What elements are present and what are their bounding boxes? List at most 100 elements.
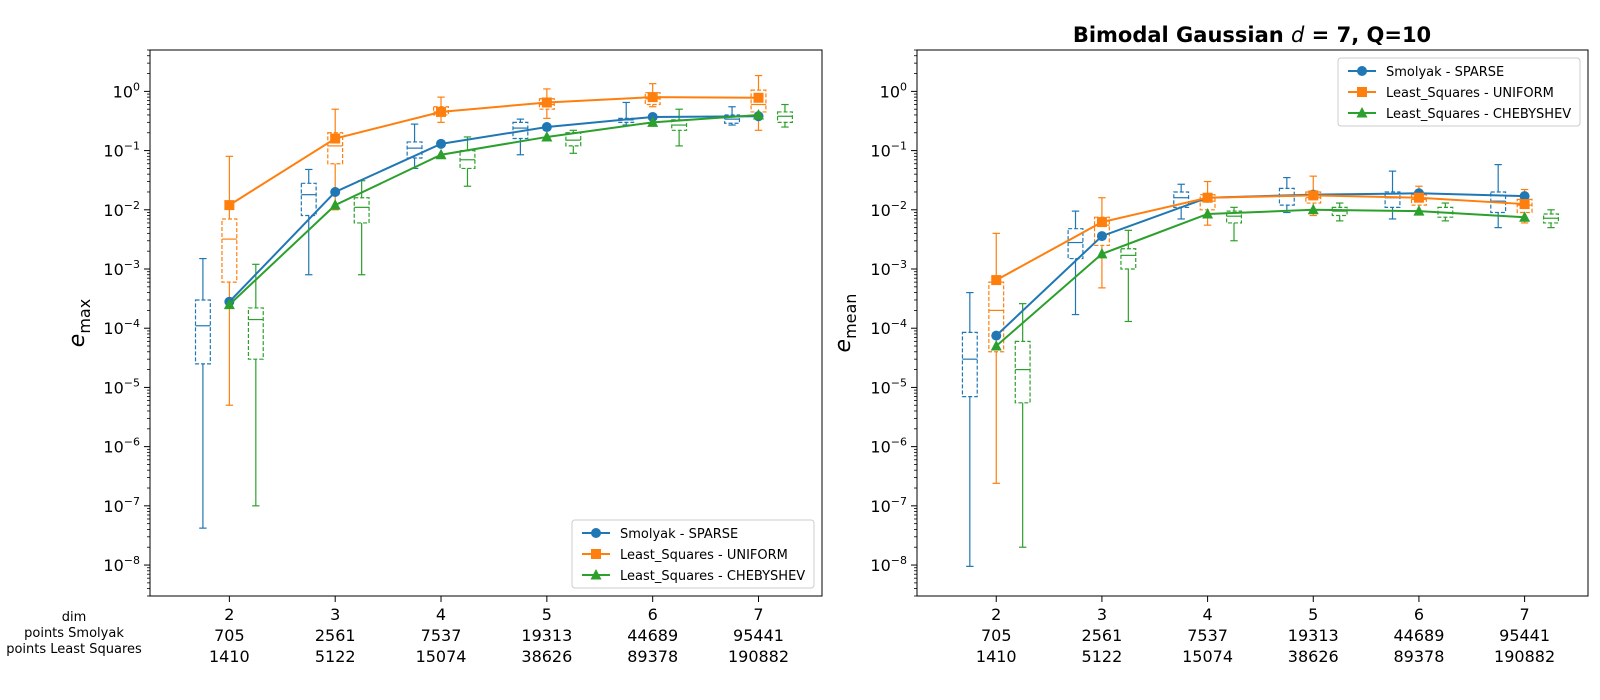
box-body xyxy=(300,182,317,217)
y-tick-label: 10−3 xyxy=(870,258,907,279)
x-tick-label-dim: 3 xyxy=(330,605,340,624)
data-point-triangle xyxy=(223,298,235,310)
emax-plot-panel: 100 10−1 10−2 10−3 10−4 10−5 10−6 10−7 10−8 2 705 1… xyxy=(65,49,823,666)
box-body xyxy=(961,331,978,398)
y-tick-label: 10−6 xyxy=(103,436,140,457)
x-tick-label-points-smolyak: 19313 xyxy=(1288,626,1339,645)
box-body xyxy=(512,121,529,140)
y-tick-label: 10−3 xyxy=(103,258,140,279)
plot-frame xyxy=(916,49,1589,597)
data-point-square xyxy=(591,549,601,559)
x-tick-label-points-least-squares: 5122 xyxy=(1082,647,1123,666)
box-body xyxy=(776,111,793,123)
x-tick-label-points-smolyak: 2561 xyxy=(315,626,356,645)
legend-label: Smolyak - SPARSE xyxy=(620,527,738,542)
y-tick-label: 10−6 xyxy=(870,436,907,457)
data-point-triangle xyxy=(329,199,341,210)
y-tick-label: 100 xyxy=(113,80,140,101)
y-axis-label: emean xyxy=(831,294,860,353)
data-point-circle xyxy=(1096,231,1107,242)
box-body xyxy=(1226,210,1243,224)
data-point-circle xyxy=(1519,191,1530,202)
x-tick-label-dim: 2 xyxy=(991,605,1001,624)
y-tick-label: 10−4 xyxy=(870,317,907,338)
data-point-triangle xyxy=(647,116,659,127)
series-line xyxy=(228,113,759,306)
x-tick-label-points-smolyak: 95441 xyxy=(1499,626,1550,645)
y-tick-label: 10−5 xyxy=(103,376,140,397)
y-tick-label: 10−8 xyxy=(103,554,140,575)
plot-frame xyxy=(149,49,823,597)
x-tick-label-points-least-squares: 190882 xyxy=(728,647,789,666)
x-tick-label-dim: 6 xyxy=(1414,605,1424,624)
data-point-square xyxy=(330,133,341,144)
data-point-square xyxy=(1519,199,1530,210)
box-body xyxy=(1120,248,1137,270)
data-point-square xyxy=(753,92,764,103)
data-point-circle xyxy=(991,330,1002,341)
series-line xyxy=(995,194,1525,281)
box-body xyxy=(1014,340,1031,404)
x-tick-label-dim: 5 xyxy=(1308,605,1318,624)
legend-frame xyxy=(1337,57,1581,127)
data-point-triangle xyxy=(435,148,447,160)
x-tick-label-points-smolyak: 705 xyxy=(214,626,245,645)
data-point-triangle xyxy=(1202,207,1214,219)
legend-label: Least_Squares - CHEBYSHEV xyxy=(1386,107,1571,122)
series-line xyxy=(228,96,759,206)
data-point-square xyxy=(541,97,552,108)
y-tick-label: 10−7 xyxy=(103,495,140,516)
x-tick-label-points-smolyak: 44689 xyxy=(1393,626,1444,645)
data-point-square xyxy=(1096,217,1107,228)
y-tick-label: 10−1 xyxy=(870,140,907,161)
legend: Smolyak - SPARSE Least_Squares - UNIFORM L… xyxy=(571,519,815,589)
x-tick-label-dim: 6 xyxy=(648,605,658,624)
data-point-triangle xyxy=(1413,205,1425,216)
y-tick-label: 100 xyxy=(880,80,907,101)
y-axis-label: emax xyxy=(65,299,94,347)
box-body xyxy=(353,197,370,224)
y-tick-label: 10−1 xyxy=(103,140,140,161)
x-tick-label-dim: 7 xyxy=(753,605,763,624)
box-body xyxy=(618,117,635,123)
legend: Smolyak - SPARSE Least_Squares - UNIFORM L… xyxy=(1337,57,1581,127)
box-body xyxy=(1067,228,1084,260)
y-tick-label: 10−5 xyxy=(870,376,907,397)
y-tick-label: 10−7 xyxy=(870,495,907,516)
x-tick-label-points-least-squares: 38626 xyxy=(521,647,572,666)
data-point-triangle xyxy=(1519,211,1531,222)
row-label-points-least-squares: points Least Squares xyxy=(6,642,142,657)
data-point-triangle xyxy=(753,108,765,120)
x-tick-label-points-smolyak: 44689 xyxy=(627,626,678,645)
data-point-square xyxy=(991,275,1002,286)
x-tick-label-points-smolyak: 7537 xyxy=(421,626,462,645)
emean-plot-panel: 100 10−1 10−2 10−3 10−4 10−5 10−6 10−7 10−8 2 705 1… xyxy=(831,49,1589,666)
data-point-circle xyxy=(1357,66,1367,76)
data-point-triangle xyxy=(1356,107,1368,118)
data-point-triangle xyxy=(541,130,553,142)
x-tick-label-points-least-squares: 190882 xyxy=(1494,647,1555,666)
figure-title: Bimodal Gaussian d = 7, Q=10 xyxy=(1073,23,1431,47)
data-point-circle xyxy=(591,528,601,538)
data-point-square xyxy=(1413,192,1424,203)
data-point-square xyxy=(224,200,235,211)
data-point-triangle xyxy=(590,569,602,580)
x-tick-label-dim: 4 xyxy=(436,605,446,624)
data-point-square xyxy=(1308,190,1319,201)
x-tick-label-dim: 7 xyxy=(1520,605,1530,624)
box-body xyxy=(221,218,238,283)
data-point-circle xyxy=(541,122,552,133)
x-tick-label-points-least-squares: 38626 xyxy=(1288,647,1339,666)
data-point-square xyxy=(647,92,658,103)
data-point-circle xyxy=(330,186,341,197)
row-label-points-smolyak: points Smolyak xyxy=(24,626,124,641)
row-label-dim: dim xyxy=(62,610,87,625)
box-body xyxy=(406,141,423,159)
data-point-triangle xyxy=(990,340,1002,351)
x-tick-label-points-smolyak: 7537 xyxy=(1187,626,1228,645)
box-body xyxy=(194,299,211,365)
box-body xyxy=(247,307,264,360)
series-line xyxy=(995,208,1525,347)
x-tick-label-points-least-squares: 15074 xyxy=(416,647,467,666)
